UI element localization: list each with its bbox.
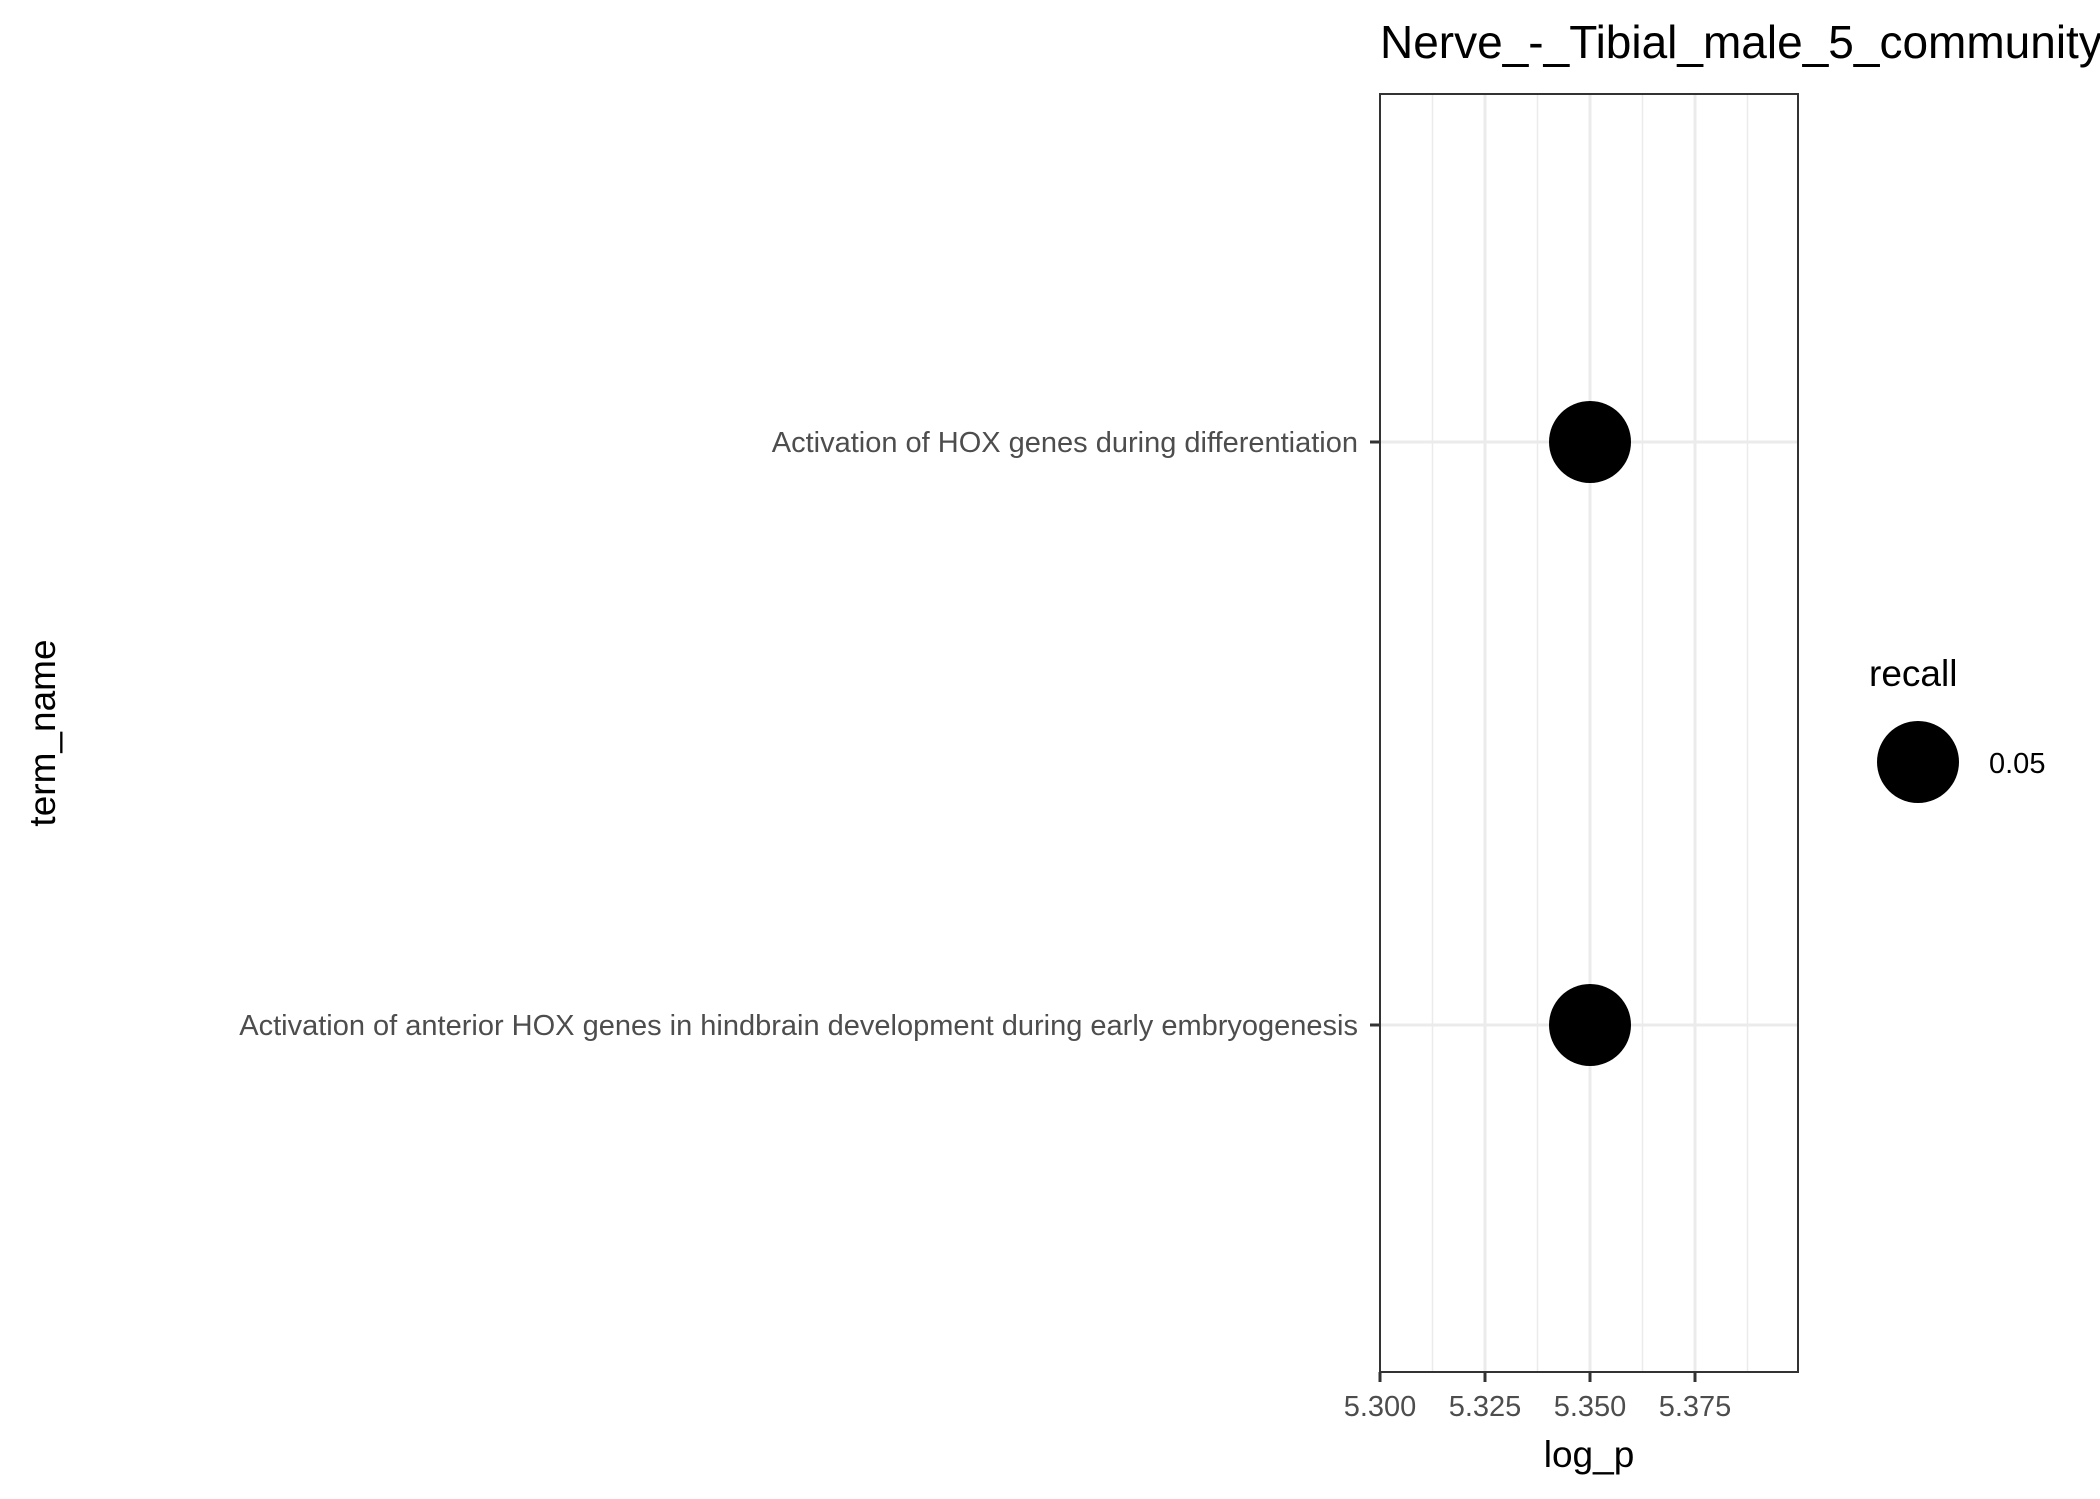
x-tick-label: 5.375 bbox=[1659, 1391, 1732, 1423]
data-point bbox=[1549, 984, 1631, 1066]
legend-title: recall bbox=[1869, 653, 1957, 694]
x-tick-label: 5.350 bbox=[1554, 1391, 1627, 1423]
x-tick-label: 5.325 bbox=[1449, 1391, 1522, 1423]
data-points bbox=[1549, 401, 1631, 1066]
y-axis-title: term_name bbox=[22, 639, 63, 826]
x-axis-title: log_p bbox=[1544, 1434, 1635, 1475]
y-tick-label: Activation of HOX genes during different… bbox=[772, 427, 1358, 459]
legend-entries: 0.05 bbox=[1877, 721, 2045, 803]
legend: recall 0.05 bbox=[1869, 653, 2045, 803]
legend-key bbox=[1877, 721, 1959, 803]
y-axis: Activation of HOX genes during different… bbox=[239, 427, 1380, 1042]
y-tick-label: Activation of anterior HOX genes in hind… bbox=[239, 1010, 1358, 1042]
x-tick-label: 5.300 bbox=[1344, 1391, 1417, 1423]
chart-title: Nerve_-_Tibial_male_5_community bbox=[1380, 16, 2100, 68]
x-axis: 5.300 5.325 5.350 5.375 bbox=[1344, 1372, 1732, 1423]
data-point bbox=[1549, 401, 1631, 483]
legend-label: 0.05 bbox=[1989, 748, 2045, 780]
